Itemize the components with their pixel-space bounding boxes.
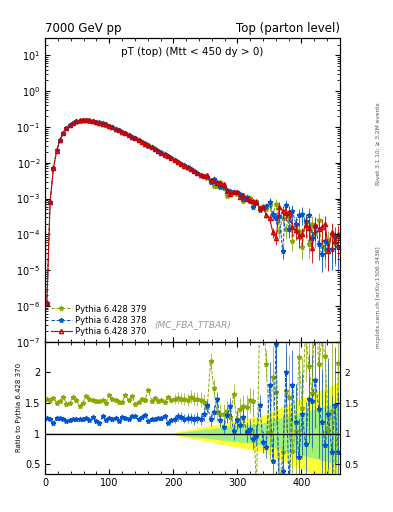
Pythia 6.428 370 — [136, 137, 141, 143]
Pythia 6.428 378 — [290, 208, 295, 215]
Pythia 6.428 378 — [136, 137, 141, 143]
Pythia 6.428 370 — [44, 300, 49, 306]
Pythia 6.428 379 — [326, 237, 331, 243]
Text: pT (top) (Mtt < 450 dy > 0): pT (top) (Mtt < 450 dy > 0) — [121, 48, 264, 57]
Pythia 6.428 379 — [84, 117, 88, 123]
Pythia 6.428 378 — [326, 246, 331, 252]
Pythia 6.428 378 — [84, 117, 88, 123]
Pythia 6.428 379 — [136, 137, 141, 143]
Pythia 6.428 370 — [84, 117, 88, 123]
Pythia 6.428 379 — [336, 234, 341, 241]
Pythia 6.428 379 — [44, 300, 49, 306]
Pythia 6.428 370 — [290, 223, 295, 229]
Y-axis label: Ratio to Pythia 6.428 370: Ratio to Pythia 6.428 370 — [16, 363, 22, 452]
Pythia 6.428 379 — [297, 227, 301, 233]
Line: Pythia 6.428 379: Pythia 6.428 379 — [44, 118, 341, 305]
Legend: Pythia 6.428 379, Pythia 6.428 378, Pythia 6.428 370: Pythia 6.428 379, Pythia 6.428 378, Pyth… — [50, 303, 149, 337]
Pythia 6.428 370 — [87, 117, 92, 123]
Pythia 6.428 379 — [251, 201, 255, 207]
Text: (MC_FBA_TTBAR): (MC_FBA_TTBAR) — [154, 321, 231, 330]
Pythia 6.428 370 — [326, 248, 331, 254]
Pythia 6.428 370 — [251, 198, 255, 204]
Pythia 6.428 378 — [297, 212, 301, 219]
Pythia 6.428 378 — [44, 300, 49, 306]
Pythia 6.428 370 — [297, 233, 301, 240]
Text: 7000 GeV pp: 7000 GeV pp — [45, 22, 122, 34]
Text: Top (parton level): Top (parton level) — [236, 22, 340, 34]
Pythia 6.428 379 — [87, 117, 92, 123]
Line: Pythia 6.428 378: Pythia 6.428 378 — [44, 118, 341, 305]
Pythia 6.428 379 — [290, 238, 295, 244]
Pythia 6.428 370 — [336, 231, 341, 238]
Line: Pythia 6.428 370: Pythia 6.428 370 — [45, 118, 340, 305]
Text: mcplots.cern.ch [arXiv:1306.3436]: mcplots.cern.ch [arXiv:1306.3436] — [376, 246, 380, 348]
Text: Rivet 3.1.10; ≥ 3.2M events: Rivet 3.1.10; ≥ 3.2M events — [376, 102, 380, 185]
Pythia 6.428 378 — [336, 244, 341, 250]
Pythia 6.428 378 — [251, 204, 255, 210]
Pythia 6.428 378 — [87, 117, 92, 123]
